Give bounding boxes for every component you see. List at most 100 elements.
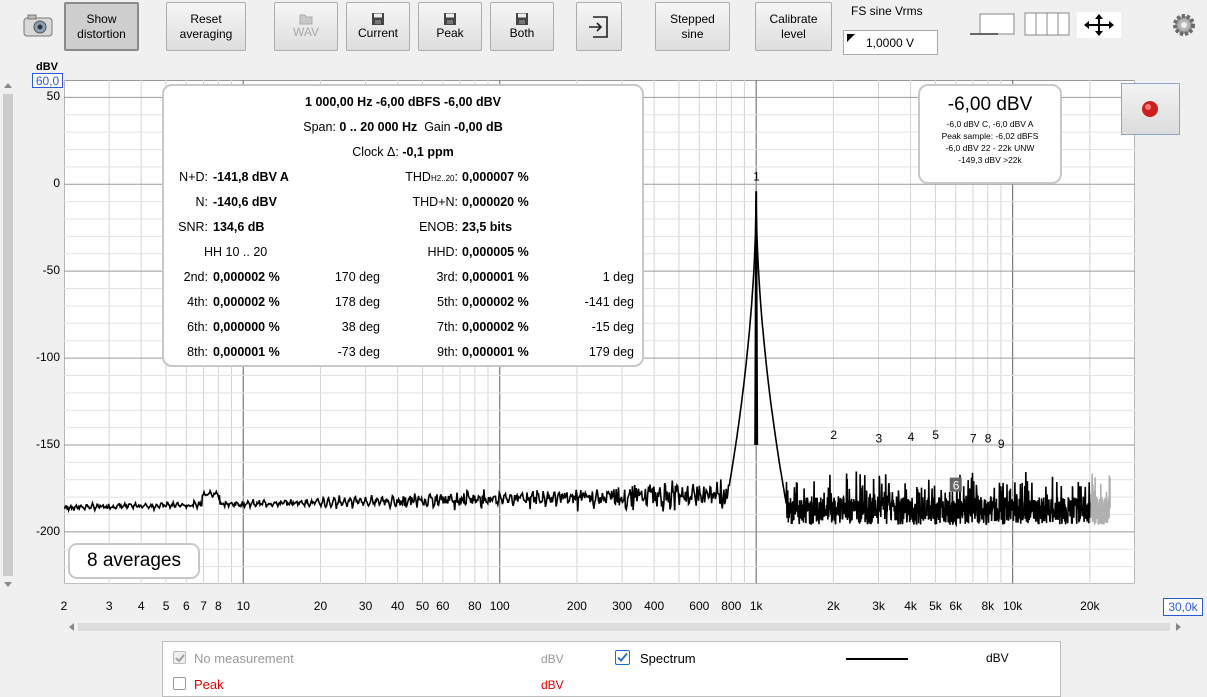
snr-value: 134,6 dB bbox=[213, 220, 265, 234]
x-tick-label: 600 bbox=[689, 599, 710, 613]
camera-icon bbox=[23, 14, 53, 37]
harmonic-value: 0,000002 % bbox=[462, 295, 529, 309]
harmonic-label: 7th: bbox=[437, 320, 458, 334]
layout-columns-button[interactable] bbox=[1022, 10, 1072, 40]
both-label: Both bbox=[509, 26, 535, 40]
move-arrows-icon bbox=[1077, 12, 1121, 38]
x-tick-label: 5 bbox=[162, 599, 170, 613]
harmonic-phase: 178 deg bbox=[334, 295, 380, 309]
layout-columns-icon bbox=[1024, 12, 1070, 36]
harmonic-phase: 179 deg bbox=[588, 345, 634, 359]
span-label: Span: bbox=[303, 120, 336, 134]
save-both-button[interactable]: Both bbox=[490, 2, 554, 51]
scroll-down-arrow-icon bbox=[4, 582, 12, 587]
horizontal-scroll-thumb[interactable] bbox=[78, 623, 1170, 631]
thd-label: THDH2..20: bbox=[405, 170, 458, 184]
toolbar: Show distortion Reset averaging WAV Curr… bbox=[0, 0, 1207, 60]
save-peak-button[interactable]: Peak bbox=[418, 2, 482, 51]
reset-averaging-button[interactable]: Reset averaging bbox=[166, 2, 246, 51]
level-readout-panel: -6,00 dBV -6,0 dBV C, -6,0 dBV A Peak sa… bbox=[918, 84, 1062, 184]
fundamental-peak bbox=[754, 191, 759, 445]
thdn-label: THD+N: bbox=[412, 195, 459, 209]
x-tick-label: 5k bbox=[929, 599, 942, 613]
enob-label: ENOB: bbox=[419, 220, 458, 234]
hhd-value: 0,000005 % bbox=[462, 245, 529, 259]
show-distortion-button[interactable]: Show distortion bbox=[64, 2, 139, 51]
no-measurement-checkbox[interactable] bbox=[173, 651, 186, 664]
spectrum-unit: dBV bbox=[986, 651, 1009, 665]
harmonic-value: 0,000002 % bbox=[213, 295, 280, 309]
wav-label: WAV bbox=[293, 25, 319, 39]
y-tick-label: -100 bbox=[35, 350, 60, 365]
info-span-row: Span: 0 .. 20 000 Hz Gain -0,00 dB bbox=[164, 120, 642, 134]
calibrate-level-button[interactable]: Calibrate level bbox=[755, 2, 832, 51]
harmonic-label: 6th: bbox=[187, 320, 208, 334]
x-tick-label: 80 bbox=[468, 599, 482, 613]
x-tick-label: 3 bbox=[105, 599, 113, 613]
no-measurement-label: No measurement bbox=[194, 651, 294, 666]
spectrum-trace bbox=[64, 194, 1091, 528]
enob-value: 23,5 bits bbox=[462, 220, 513, 234]
camera-button[interactable] bbox=[20, 10, 56, 40]
x-tick-label: 20 bbox=[313, 599, 328, 613]
legend-panel: No measurement dBV Spectrum dBV Peak dBV bbox=[162, 641, 1061, 697]
harmonic-phase: 1 deg bbox=[602, 270, 634, 284]
peak-checkbox[interactable] bbox=[173, 677, 186, 690]
settings-button[interactable] bbox=[1170, 10, 1198, 40]
harmonic-phase: -141 deg bbox=[584, 295, 634, 309]
y-tick-label: -200 bbox=[35, 523, 60, 538]
layout-horizontal-button[interactable] bbox=[968, 10, 1016, 40]
peak-label: Peak bbox=[194, 677, 224, 692]
horizontal-scrollbar[interactable] bbox=[64, 620, 1192, 634]
spectrum-tail bbox=[1089, 473, 1111, 525]
x-tick-label: 7 bbox=[200, 599, 207, 613]
nd-value: -141,8 dBV A bbox=[213, 170, 289, 184]
fit-view-button[interactable] bbox=[1076, 10, 1122, 40]
record-button[interactable] bbox=[1121, 83, 1180, 135]
spectrum-label: Spectrum bbox=[640, 651, 696, 666]
scroll-right-arrow-icon bbox=[1176, 623, 1181, 631]
spectrum-checkbox[interactable] bbox=[615, 650, 630, 665]
wav-button[interactable]: WAV bbox=[274, 2, 338, 51]
harmonic-marker-label: 5 bbox=[932, 428, 939, 442]
x-tick-label: 8k bbox=[981, 599, 995, 613]
nd-label: N+D: bbox=[179, 170, 208, 184]
peak-unit: dBV bbox=[541, 678, 564, 692]
import-icon bbox=[589, 15, 608, 38]
clock-label: Clock Δ: bbox=[352, 145, 399, 159]
harmonic-marker-label: 1 bbox=[753, 169, 760, 183]
harmonic-label: 4th: bbox=[187, 295, 208, 309]
import-button[interactable] bbox=[576, 2, 622, 51]
save-current-button[interactable]: Current bbox=[346, 2, 410, 51]
level-big: -6,00 dBV bbox=[947, 94, 1033, 115]
harmonic-label: 9th: bbox=[437, 345, 458, 359]
harmonic-label: 8th: bbox=[187, 345, 208, 359]
fs-sine-label: FS sine Vrms bbox=[851, 4, 923, 18]
x-tick-label: 30 bbox=[358, 599, 373, 613]
y-top-value-input[interactable]: 60,0 bbox=[32, 73, 63, 88]
vertical-scrollbar[interactable] bbox=[2, 80, 14, 590]
x-tick-label: 400 bbox=[644, 599, 665, 613]
harmonic-marker-label: 9 bbox=[998, 437, 1005, 451]
harmonic-phase: -73 deg bbox=[337, 345, 380, 359]
harmonic-value: 0,000000 % bbox=[213, 320, 280, 334]
harmonic-value: 0,000002 % bbox=[213, 270, 280, 284]
x-right-value-input[interactable]: 30,0k bbox=[1163, 598, 1203, 616]
level-line-1: -6,0 dBV C, -6,0 dBV A bbox=[946, 119, 1034, 129]
x-tick-label: 100 bbox=[489, 599, 510, 613]
harmonic-marker-label: 6 bbox=[953, 479, 960, 493]
fs-sine-input[interactable]: 1,0000 V bbox=[843, 30, 938, 55]
x-tick-label: 1k bbox=[749, 599, 763, 613]
x-tick-label: 6 bbox=[183, 599, 190, 613]
stepped-sine-button[interactable]: Stepped sine bbox=[655, 2, 730, 51]
checkmark-icon bbox=[617, 652, 628, 662]
harmonic-value: 0,000001 % bbox=[462, 345, 529, 359]
vertical-scroll-thumb[interactable] bbox=[3, 94, 13, 576]
x-tick-label: 6k bbox=[949, 599, 963, 613]
x-tick-label: 50 bbox=[415, 599, 430, 613]
x-tick-label: 2k bbox=[827, 599, 840, 613]
scroll-left-arrow-icon bbox=[69, 623, 74, 631]
y-tick-label: -150 bbox=[35, 436, 60, 451]
x-tick-label: 200 bbox=[566, 599, 587, 613]
span-value: 0 .. 20 000 Hz bbox=[339, 120, 418, 134]
